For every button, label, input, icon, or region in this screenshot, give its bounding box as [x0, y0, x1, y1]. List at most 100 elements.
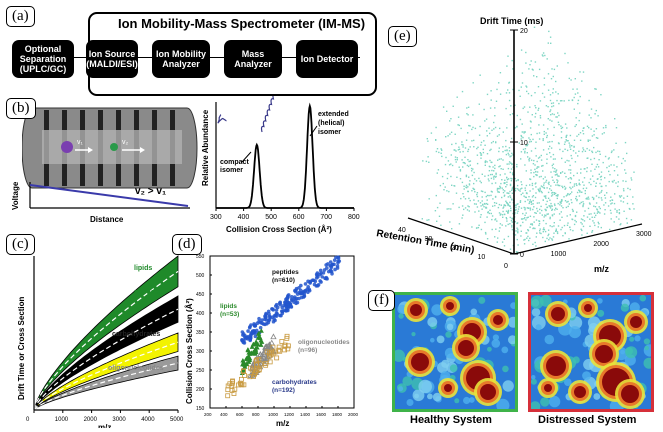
- cloud-point: [448, 208, 450, 210]
- cloud-point: [473, 182, 475, 185]
- cloud-point: [568, 77, 570, 80]
- cloud-point: [494, 167, 496, 170]
- cloud-point: [505, 107, 507, 110]
- cloud-point: [549, 110, 551, 113]
- cloud-point: [480, 154, 483, 156]
- cloud-point: [508, 154, 510, 156]
- cloud-point: [508, 150, 511, 152]
- cloud-point: [505, 139, 507, 142]
- cloud-point: [438, 151, 440, 154]
- cloud-point: [466, 164, 469, 167]
- cloud-point: [592, 198, 595, 201]
- cloud-point: [494, 204, 496, 207]
- cloud-point: [514, 127, 516, 129]
- series-label: lipids: [220, 303, 237, 310]
- cloud-point: [596, 208, 598, 210]
- cloud-point: [480, 152, 482, 155]
- heatmap-speckle: [418, 379, 432, 394]
- cloud-point: [524, 209, 526, 211]
- z-axis-label: Drift Time (ms): [480, 16, 543, 26]
- cloud-point: [569, 164, 571, 167]
- point-peptide: [283, 300, 287, 305]
- cloud-point: [550, 185, 552, 187]
- cloud-point: [608, 170, 610, 173]
- cloud-point: [486, 216, 488, 218]
- cloud-point: [452, 203, 454, 205]
- cloud-point: [457, 149, 460, 151]
- cloud-point: [524, 131, 526, 133]
- cloud-point: [465, 187, 468, 189]
- cloud-point: [502, 207, 504, 209]
- cloud-point: [551, 176, 553, 178]
- cloud-point: [527, 216, 529, 218]
- point-peptide: [270, 315, 274, 320]
- cloud-point: [488, 170, 491, 172]
- cloud-point: [530, 172, 532, 174]
- series-label-carbohydrates: carbohydrates: [112, 331, 160, 338]
- cloud-point: [572, 150, 575, 152]
- cloud-point: [541, 165, 543, 167]
- cloud-point: [534, 168, 536, 171]
- heatmap-speckle: [625, 346, 638, 359]
- cloud-point: [527, 156, 529, 158]
- cloud-point: [515, 180, 517, 182]
- series-label-lipids: lipids: [134, 265, 152, 272]
- cloud-point: [450, 154, 452, 156]
- cloud-point: [533, 175, 535, 178]
- point-peptide: [299, 295, 304, 300]
- point-peptide: [289, 295, 294, 299]
- cloud-point: [488, 127, 490, 129]
- cloud-point: [555, 170, 557, 172]
- cloud-point: [493, 178, 495, 180]
- cloud-point: [425, 160, 428, 163]
- cloud-point: [559, 100, 562, 102]
- cloud-point: [547, 42, 549, 44]
- x-axis: [513, 223, 643, 255]
- y-axis-label: Drift Time or Cross Section: [17, 296, 26, 400]
- cloud-point: [472, 114, 474, 116]
- band-lipids: [33, 255, 179, 411]
- cloud-point: [584, 192, 586, 195]
- cloud-point: [543, 96, 546, 98]
- cloud-point: [535, 236, 537, 238]
- cloud-point: [578, 195, 581, 197]
- point-peptide: [318, 279, 322, 283]
- cloud-point: [588, 181, 590, 184]
- cloud-point: [507, 192, 509, 194]
- cloud-point: [613, 164, 615, 166]
- heatmap-speckle: [392, 349, 405, 362]
- cloud-point: [595, 202, 598, 204]
- cloud-point: [462, 150, 464, 153]
- cloud-point: [604, 209, 606, 211]
- series-label-oligonucleotides: oligonucleotides: [108, 365, 164, 372]
- cloud-point: [583, 177, 586, 179]
- cloud-point: [483, 140, 485, 142]
- cloud-point: [511, 163, 513, 165]
- cloud-point: [520, 230, 522, 232]
- cloud-point: [479, 74, 481, 76]
- cloud-point: [541, 186, 544, 188]
- point-peptide: [318, 268, 323, 273]
- cloud-point: [570, 199, 572, 201]
- cloud-point: [510, 105, 512, 107]
- cloud-point: [561, 157, 563, 160]
- cloud-point: [542, 139, 544, 142]
- y-tick-label: 0: [504, 263, 508, 270]
- cloud-point: [438, 215, 441, 217]
- velocity-relation: v₂ > v₁: [135, 186, 166, 197]
- heatmap-speckle: [437, 362, 448, 374]
- cloud-point: [550, 171, 552, 173]
- heatmap-speckle: [597, 309, 605, 317]
- cloud-point: [552, 153, 555, 156]
- cloud-point: [546, 136, 548, 139]
- y-tick-label: 300: [196, 349, 205, 355]
- cloud-point: [575, 152, 577, 154]
- heatmap-speckle: [508, 335, 517, 345]
- cloud-point: [622, 188, 625, 190]
- cloud-point: [608, 180, 610, 183]
- cloud-point: [528, 239, 530, 242]
- cloud-point: [544, 240, 546, 243]
- cloud-point: [538, 220, 540, 222]
- cloud-point: [593, 157, 596, 160]
- cloud-point: [551, 120, 553, 122]
